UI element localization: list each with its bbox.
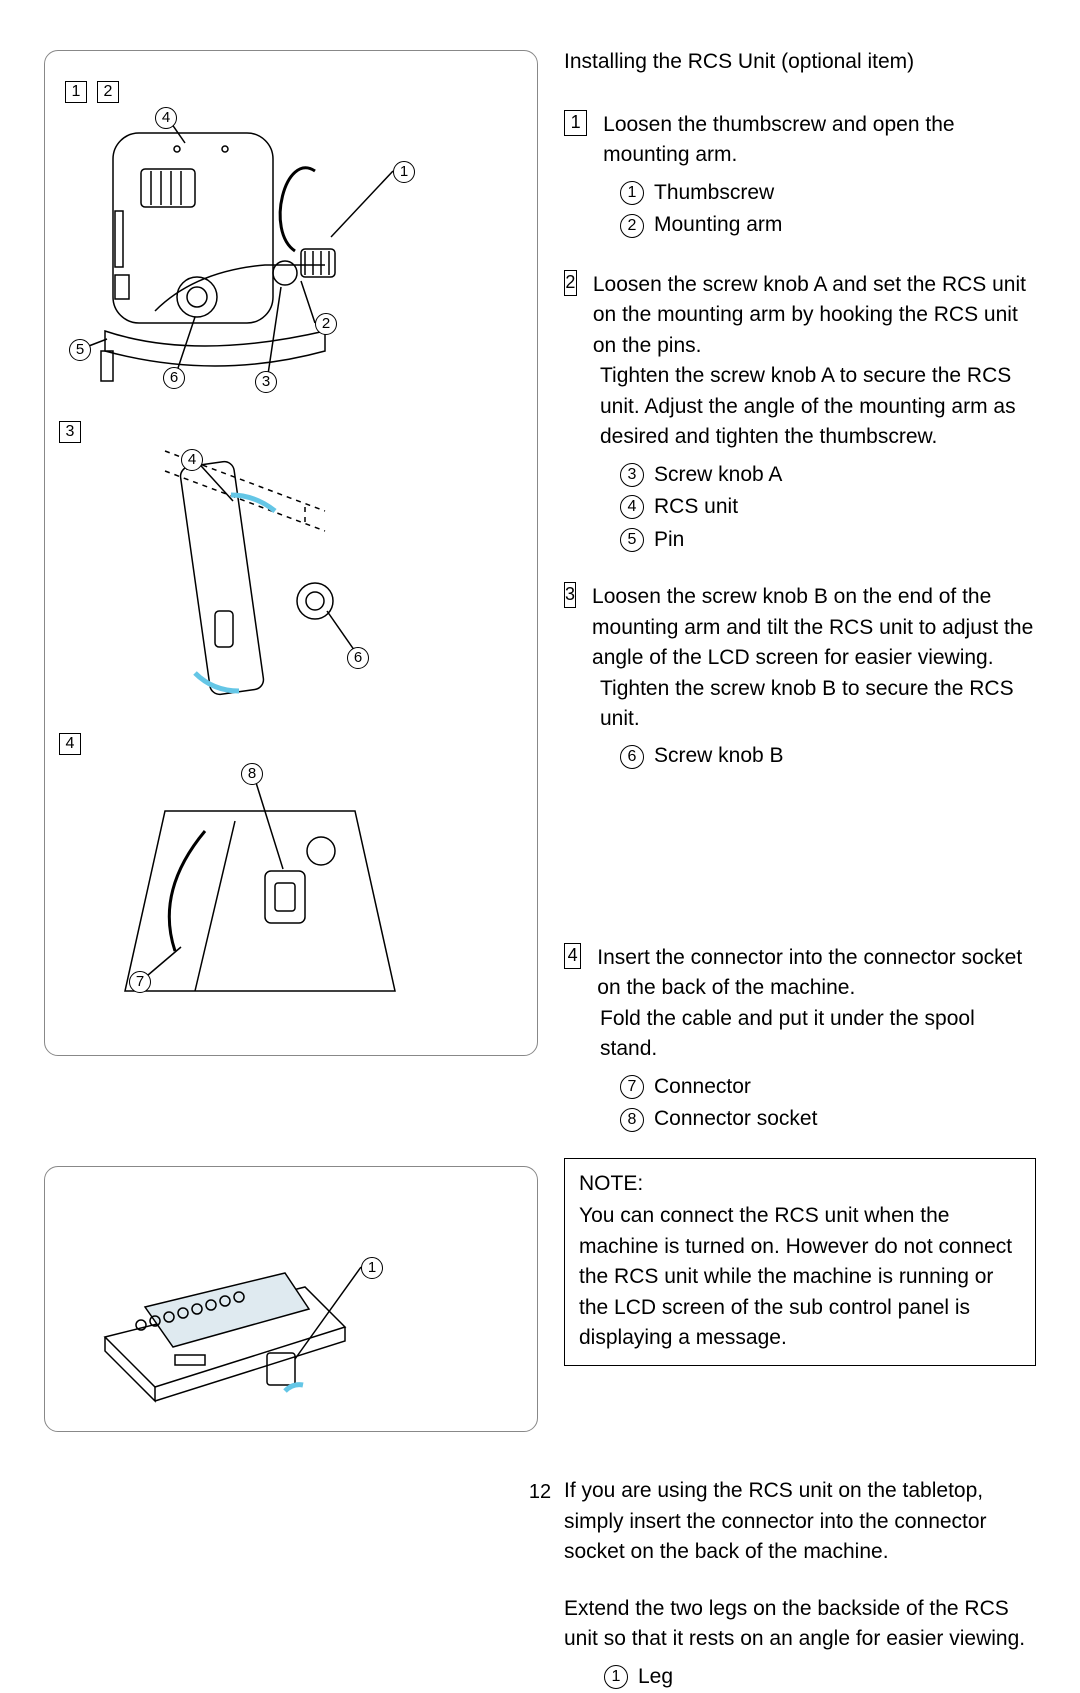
left-diagrams-column: 1 2 3 4 4 1 2 5 6 3 4 6 8 7 <box>44 50 538 1693</box>
step-3: 3 Loosen the screw knob B on the end of … <box>564 582 1036 773</box>
note-title: NOTE: <box>579 1169 1021 1199</box>
panel-callout-3: 3 <box>255 371 277 393</box>
panel-callout-5: 5 <box>69 339 91 361</box>
panel-callout-1: 1 <box>393 161 415 183</box>
panel-callout-7: 7 <box>129 971 151 993</box>
step-2: 2 Loosen the screw knob A and set the RC… <box>564 270 1036 556</box>
step-2-sub-2-label: RCS unit <box>654 491 738 524</box>
step-1-sub-2-label: Mounting arm <box>654 209 782 242</box>
panel-callout-4a: 4 <box>155 107 177 129</box>
diagram-bottom-svg <box>45 1167 537 1431</box>
step-3-sub-1-label: Screw knob B <box>654 740 784 773</box>
panel-step-box-1: 1 <box>65 81 87 103</box>
step-1-text: Loosen the thumbscrew and open the mount… <box>603 110 1036 171</box>
step-1-sub-1-num: 1 <box>620 181 644 205</box>
panel-callout-6a: 6 <box>163 367 185 389</box>
panel-step-box-3: 3 <box>59 421 81 443</box>
step-4-sub-1-num: 7 <box>620 1075 644 1099</box>
panel-bottom-callout-1: 1 <box>361 1257 383 1279</box>
step-2-sub-1-num: 3 <box>620 463 644 487</box>
step-4-sub-2-label: Connector socket <box>654 1103 817 1136</box>
panel-step-box-2: 2 <box>97 81 119 103</box>
step-4-sub-1-label: Connector <box>654 1071 751 1104</box>
tabletop-sub-1-num: 1 <box>604 1665 628 1689</box>
step-4: 4 Insert the connector into the connecto… <box>564 943 1036 1136</box>
step-1-number: 1 <box>564 110 587 136</box>
section-heading: Installing the RCS Unit (optional item) <box>564 50 1036 74</box>
diagram-panel-top: 1 2 3 4 4 1 2 5 6 3 4 6 8 7 <box>44 50 538 1056</box>
step-2-sub-2-num: 4 <box>620 495 644 519</box>
panel-callout-2: 2 <box>315 313 337 335</box>
tabletop-section: If you are using the RCS unit on the tab… <box>564 1476 1036 1693</box>
panel-callout-6b: 6 <box>347 647 369 669</box>
step-3-follow: Tighten the screw knob B to secure the R… <box>600 674 1036 735</box>
step-4-follow: Fold the cable and put it under the spoo… <box>600 1004 1036 1065</box>
step-1-sub-2-num: 2 <box>620 214 644 238</box>
step-1: 1 Loosen the thumbscrew and open the mou… <box>564 110 1036 242</box>
note-body: You can connect the RCS unit when the ma… <box>579 1201 1021 1353</box>
panel-callout-4b: 4 <box>181 449 203 471</box>
step-3-number: 3 <box>564 582 576 608</box>
tabletop-sub-1-label: Leg <box>638 1661 673 1693</box>
step-4-sub-2-num: 8 <box>620 1108 644 1132</box>
diagram-top-svg <box>45 51 537 1055</box>
step-4-text: Insert the connector into the connector … <box>597 943 1036 1004</box>
note-box: NOTE: You can connect the RCS unit when … <box>564 1158 1036 1367</box>
step-2-text: Loosen the screw knob A and set the RCS … <box>593 270 1036 361</box>
step-1-sub-1-label: Thumbscrew <box>654 177 774 210</box>
panel-callout-8: 8 <box>241 763 263 785</box>
step-2-number: 2 <box>564 270 577 296</box>
step-2-sub-1-label: Screw knob A <box>654 459 782 492</box>
step-2-follow: Tighten the screw knob A to secure the R… <box>600 361 1036 452</box>
diagram-panel-bottom: 1 <box>44 1166 538 1432</box>
page-number: 12 <box>0 1481 1080 1504</box>
step-3-text: Loosen the screw knob B on the end of th… <box>592 582 1036 673</box>
step-4-number: 4 <box>564 943 581 969</box>
panel-step-box-4: 4 <box>59 733 81 755</box>
step-2-sub-3-label: Pin <box>654 524 684 557</box>
step-3-sub-1-num: 6 <box>620 745 644 769</box>
step-2-sub-3-num: 5 <box>620 528 644 552</box>
right-text-column: Installing the RCS Unit (optional item) … <box>564 50 1036 1693</box>
tabletop-p2: Extend the two legs on the backside of t… <box>564 1594 1036 1655</box>
